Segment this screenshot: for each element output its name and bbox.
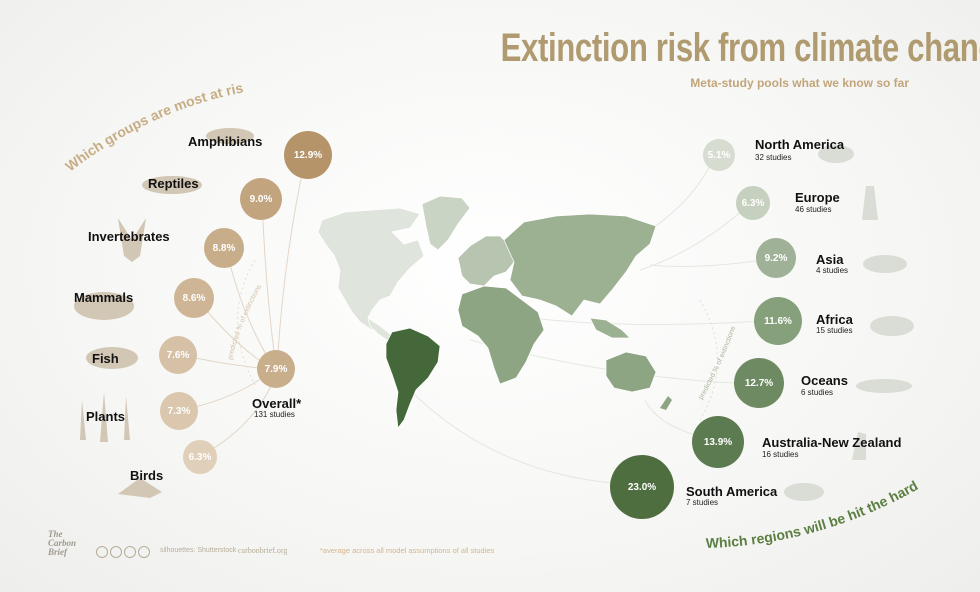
circle-mammals: 8.6%: [174, 278, 214, 318]
label-invertebrates: Invertebrates: [88, 229, 170, 244]
dotted-arcs: [237, 259, 718, 421]
fish-icon: [86, 347, 138, 369]
label-australia-new-zealand: Australia-New Zealand: [762, 435, 902, 450]
butterfly-icon: [118, 218, 146, 262]
circle-fish: 7.6%: [159, 336, 197, 374]
nc-icon: [124, 546, 136, 558]
label-birds: Birds: [130, 468, 164, 483]
world-map: [317, 195, 672, 429]
carbon-brief-logo: The Carbon Brief: [48, 530, 76, 557]
overall-studies: 131 studies: [254, 410, 295, 419]
map-europe: [457, 235, 515, 287]
label-south-america: South America: [686, 484, 778, 499]
frog-icon: [206, 128, 254, 144]
region-silhouettes: [784, 145, 914, 501]
circle-australia-new-zealand: 13.9%: [692, 416, 744, 468]
map-africa: [457, 285, 545, 385]
map-australia: [605, 351, 657, 393]
circle-north-america: 5.1%: [703, 139, 735, 171]
bison-icon: [818, 145, 854, 163]
label-fish: Fish: [92, 351, 119, 366]
site-link[interactable]: carbonbrief.org: [238, 546, 288, 555]
studies-africa: 15 studies: [816, 326, 853, 335]
predicted-label-right: predicted % of extinctions: [698, 325, 738, 401]
label-mammals: Mammals: [74, 290, 134, 305]
tiger-icon: [863, 255, 907, 273]
studies-asia: 4 studies: [816, 266, 849, 275]
circle-overall: 7.9%: [257, 350, 295, 388]
circle-south-america: 23.0%: [610, 455, 674, 519]
label-asia: Asia: [816, 252, 844, 267]
circle-oceans: 12.7%: [734, 358, 784, 408]
map-asia: [503, 213, 657, 317]
mammal-icon: [74, 292, 134, 320]
label-europe: Europe: [795, 190, 840, 205]
label-north-america: North America: [755, 137, 845, 152]
circle-plants: 7.3%: [160, 392, 198, 430]
map-south-america: [385, 327, 441, 429]
label-overall: Overall*: [252, 396, 302, 411]
map-north-america: [317, 207, 425, 331]
footnote: *average across all model assumptions of…: [320, 546, 495, 555]
trees-icon: [80, 392, 130, 442]
label-plants: Plants: [86, 409, 126, 424]
label-amphibians: Amphibians: [188, 134, 263, 149]
by-icon: [110, 546, 122, 558]
map-se-asia: [589, 317, 631, 339]
studies-europe: 46 studies: [795, 205, 832, 214]
circle-africa: 11.6%: [754, 297, 802, 345]
circle-amphibians: 12.9%: [284, 131, 332, 179]
silhouettes-credit: silhouettes: Shutterstock: [160, 547, 237, 554]
label-reptiles: Reptiles: [148, 176, 199, 191]
map-new-zealand: [660, 396, 672, 410]
circle-asia: 9.2%: [756, 238, 796, 278]
map-greenland: [421, 195, 471, 251]
lion-icon: [870, 316, 914, 336]
nd-icon: [138, 546, 150, 558]
logo-line-3: Brief: [48, 547, 67, 557]
whale-icon: [856, 379, 912, 393]
logo-line-2: Carbon: [48, 538, 77, 548]
cc-icon: [96, 546, 108, 558]
logo-line-1: The: [48, 529, 63, 539]
deer-icon: [862, 186, 878, 220]
group-silhouettes: [74, 128, 254, 498]
circle-invertebrates: 8.8%: [204, 228, 244, 268]
kangaroo-icon: [852, 432, 866, 460]
page-title: Extinction risk from climate change: [500, 26, 980, 70]
bear-icon: [784, 483, 824, 501]
page-subtitle: Meta-study pools what we know so far: [690, 76, 909, 90]
studies-oceans: 6 studies: [801, 388, 834, 397]
circle-europe: 6.3%: [736, 186, 770, 220]
studies-australia-new-zealand: 16 studies: [762, 450, 799, 459]
circle-birds: 6.3%: [183, 440, 217, 474]
studies-south-america: 7 studies: [686, 498, 719, 507]
label-oceans: Oceans: [801, 373, 848, 388]
lizard-icon: [142, 176, 202, 194]
bird-icon: [118, 478, 162, 498]
label-africa: Africa: [816, 312, 853, 327]
circle-reptiles: 9.0%: [240, 178, 282, 220]
studies-north-america: 32 studies: [755, 153, 792, 162]
